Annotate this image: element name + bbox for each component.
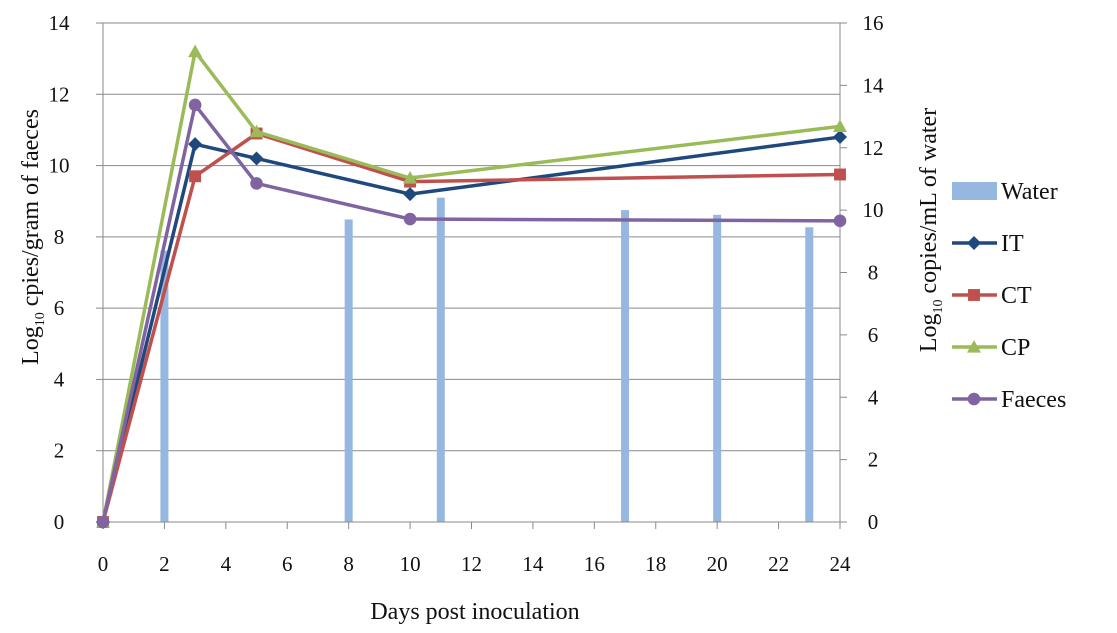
water-bars bbox=[160, 197, 814, 522]
x-tick-label: 6 bbox=[282, 552, 293, 576]
data-series bbox=[96, 44, 847, 529]
legend-item-faeces: Faeces bbox=[952, 387, 1066, 413]
point-diamond bbox=[188, 137, 203, 152]
x-tick-label: 18 bbox=[645, 552, 666, 576]
point-diamond bbox=[833, 130, 847, 145]
y-right-tick-label: 14 bbox=[863, 73, 885, 97]
series-faeces bbox=[96, 98, 847, 529]
y-right-tick-label: 12 bbox=[863, 136, 884, 160]
y-left-tick-label: 10 bbox=[49, 154, 70, 178]
x-tick-label: 0 bbox=[98, 552, 109, 576]
x-tick-label: 14 bbox=[522, 552, 544, 576]
y-left-tick-label: 2 bbox=[54, 439, 65, 463]
y-right-tick-label: 8 bbox=[868, 261, 879, 285]
legend: Water IT CT CP Faeces bbox=[952, 179, 1066, 413]
point-triangle bbox=[188, 44, 203, 58]
legend-item-it: IT bbox=[952, 231, 1024, 257]
y-right-tick-label: 10 bbox=[863, 198, 884, 222]
point-circle bbox=[833, 214, 847, 228]
legend-label-water: Water bbox=[1001, 179, 1058, 205]
x-tick-label: 4 bbox=[221, 552, 232, 576]
axes bbox=[96, 22, 847, 529]
point-triangle bbox=[833, 119, 847, 132]
y-left-tick-label: 0 bbox=[54, 510, 65, 534]
legend-item-ct: CT bbox=[952, 283, 1032, 309]
water-bar bbox=[344, 219, 353, 522]
series-line bbox=[101, 131, 841, 523]
point-diamond bbox=[967, 236, 981, 250]
point-diamond bbox=[249, 151, 264, 166]
legend-swatch-water bbox=[952, 182, 997, 200]
point-circle bbox=[967, 392, 981, 406]
water-bar bbox=[160, 250, 169, 522]
x-tick-label: 10 bbox=[400, 552, 421, 576]
y-axis-right-title: Log10 copies/mL of water bbox=[916, 108, 946, 352]
point-triangle bbox=[403, 171, 418, 184]
x-tick-label: 2 bbox=[159, 552, 170, 576]
water-bar bbox=[805, 227, 814, 522]
y-left-tick-label: 12 bbox=[49, 82, 70, 106]
point-circle bbox=[250, 177, 263, 190]
legend-label: CP bbox=[1001, 335, 1030, 361]
water-bar bbox=[713, 214, 722, 522]
point-square bbox=[968, 289, 980, 301]
y-axis-left-title: Log10 cpies/gram of faeces bbox=[18, 109, 48, 365]
water-bar bbox=[436, 197, 445, 522]
x-tick-label: 16 bbox=[584, 552, 605, 576]
water-bar bbox=[621, 210, 630, 522]
point-circle bbox=[188, 98, 202, 112]
x-tick-label: 22 bbox=[768, 552, 789, 576]
y-left-tick-label: 8 bbox=[54, 225, 65, 249]
y-right-tick-label: 4 bbox=[868, 385, 879, 409]
x-tick-label: 8 bbox=[343, 552, 354, 576]
point-diamond bbox=[403, 187, 418, 202]
point-circle bbox=[403, 212, 417, 226]
legend-item-cp: CP bbox=[952, 335, 1030, 361]
legend-label: IT bbox=[1001, 231, 1024, 257]
x-tick-label: 12 bbox=[461, 552, 482, 576]
point-square bbox=[834, 168, 846, 181]
point-circle bbox=[96, 515, 110, 529]
y-right-tick-label: 6 bbox=[868, 323, 879, 347]
point-square bbox=[189, 170, 202, 183]
x-tick-label: 20 bbox=[707, 552, 728, 576]
point-triangle bbox=[967, 340, 981, 353]
series-line bbox=[101, 49, 841, 523]
y-right-tick-label: 16 bbox=[863, 11, 884, 35]
legend-label: Faeces bbox=[1001, 387, 1066, 413]
legend-label: CT bbox=[1001, 283, 1032, 309]
legend-item-water: Water bbox=[952, 179, 1058, 205]
y-left-tick-label: 6 bbox=[54, 296, 65, 320]
x-tick-label: 24 bbox=[830, 552, 852, 576]
series-line bbox=[101, 103, 841, 523]
gridlines bbox=[103, 22, 840, 523]
y-left-tick-label: 4 bbox=[54, 367, 65, 391]
x-axis-title: Days post inoculation bbox=[370, 599, 579, 625]
series-line bbox=[101, 135, 841, 523]
point-triangle bbox=[249, 124, 264, 138]
y-right-tick-label: 2 bbox=[868, 448, 879, 472]
y-right-tick-label: 0 bbox=[868, 510, 879, 534]
y-left-tick-label: 14 bbox=[49, 11, 71, 35]
series-it bbox=[96, 130, 847, 529]
series-cp bbox=[96, 44, 847, 528]
